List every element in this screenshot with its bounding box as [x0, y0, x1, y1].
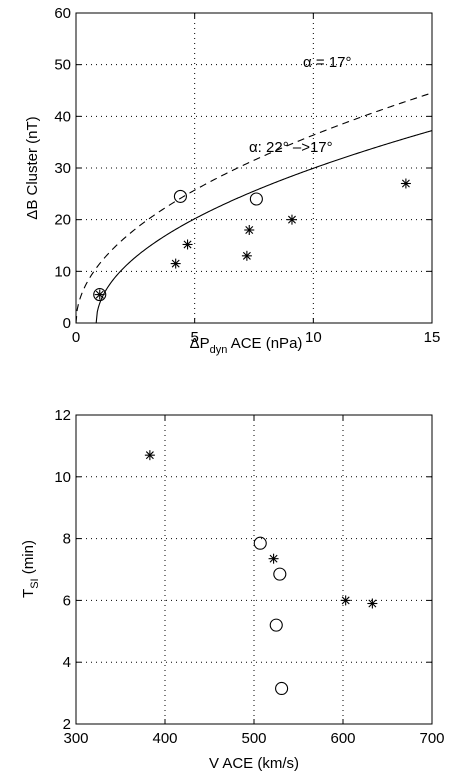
x-tick-label: 300	[63, 730, 88, 747]
y-tick-label: 2	[63, 716, 71, 733]
y-tick-label: 12	[54, 407, 71, 424]
x-tick-label: 15	[424, 329, 441, 346]
y-axis-label: ΔB Cluster (nT)	[24, 116, 41, 219]
x-tick-label: 700	[419, 730, 444, 747]
data-point-asterisk	[268, 553, 279, 564]
model-curve-solid	[95, 130, 432, 323]
data-point-asterisk	[182, 239, 193, 250]
y-tick-label: 10	[54, 469, 71, 486]
x-tick-label: 0	[72, 329, 80, 346]
x-tick-labels: 300 400 500 600 700	[63, 730, 444, 747]
data-point-asterisk	[340, 595, 351, 606]
y-tick-label: 10	[54, 263, 71, 280]
curve-label-solid: α: 22° –>17°	[249, 139, 333, 156]
data-point-asterisk	[144, 450, 155, 461]
y-tick-labels: 0 10 20 30 40 50 60	[54, 5, 71, 332]
x-tick-label: 5	[190, 329, 198, 346]
tick-marks	[75, 12, 433, 324]
y-tick-label: 60	[54, 5, 71, 22]
curve-label-dashed: α = 17°	[303, 54, 351, 71]
x-tick-label: 400	[152, 730, 177, 747]
x-axis-label: ΔPdyn ACE (nPa)	[190, 335, 303, 356]
y-tick-label: 8	[63, 531, 71, 548]
x-axis-label: V ACE (km/s)	[209, 755, 299, 772]
chart-tsi-vs-v-ace: 300 400 500 600 700 2 4 6 8 10 12 V ACE (km/s) TS…	[20, 407, 445, 772]
data-point-circle	[249, 192, 263, 206]
y-tick-label: 0	[63, 315, 71, 332]
model-curve-dashed	[76, 92, 432, 323]
data-point-asterisk	[244, 225, 255, 235]
data-point-circle	[273, 567, 287, 581]
data-point-circle	[253, 536, 267, 550]
y-tick-label: 50	[54, 57, 71, 74]
y-tick-label: 30	[54, 160, 71, 177]
y-tick-label: 4	[63, 654, 71, 671]
data-point-asterisk	[170, 258, 181, 269]
data-point-circle	[275, 681, 289, 696]
model-curves	[76, 92, 432, 323]
x-tick-label: 600	[330, 730, 355, 747]
data-point-asterisk	[286, 214, 297, 225]
y-tick-label: 20	[54, 212, 71, 229]
plot-area-frame	[76, 415, 432, 724]
x-tick-label: 500	[241, 730, 266, 747]
chart-delta-b-vs-delta-pdyn: 0 5 10 15 0 10 20 30 40 50 60 α = 17° α: 22° –>17…	[24, 5, 440, 356]
y-tick-label: 6	[63, 592, 71, 609]
plot-area-frame	[76, 13, 432, 323]
y-tick-label: 40	[54, 108, 71, 125]
data-point-circle	[173, 189, 187, 203]
y-tick-labels: 2 4 6 8 10 12	[54, 407, 71, 733]
data-point-circle	[93, 288, 107, 302]
x-tick-label: 10	[305, 329, 322, 346]
tick-marks	[75, 414, 433, 725]
data-point-asterisk	[241, 250, 252, 261]
data-points	[93, 178, 411, 302]
data-point-asterisk	[400, 178, 411, 189]
data-point-asterisk	[94, 289, 105, 300]
data-point-asterisk	[367, 598, 378, 609]
data-point-circle	[269, 618, 283, 632]
x-tick-labels: 0 5 10 15	[72, 329, 441, 346]
data-points	[144, 450, 378, 696]
y-axis-label: TSI (min)	[20, 540, 41, 598]
